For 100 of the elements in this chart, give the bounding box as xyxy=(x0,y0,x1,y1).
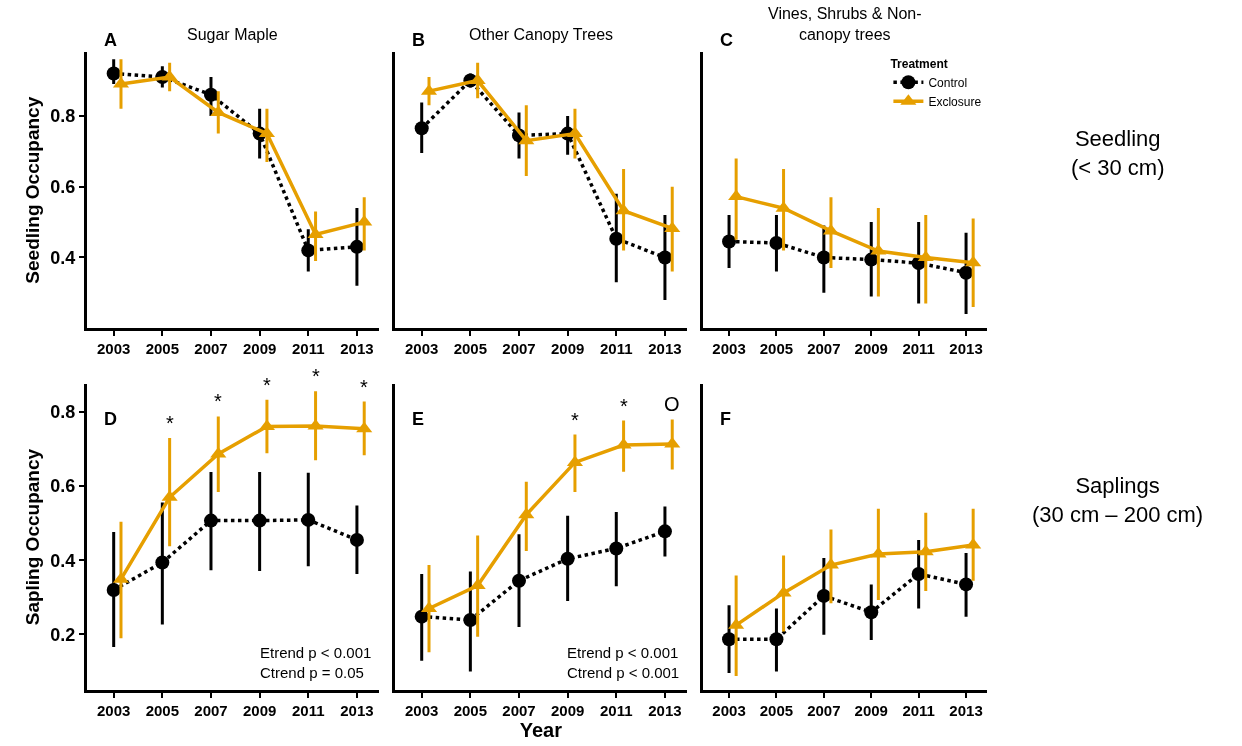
chart-title: Sugar Maple xyxy=(187,26,278,43)
point xyxy=(106,66,121,81)
point xyxy=(917,544,934,556)
x-tick-label: 2005 xyxy=(759,702,794,720)
x-tick-label: 2011 xyxy=(292,340,325,358)
y-axis-title: Seedling Occupancy xyxy=(22,96,44,284)
x-tick-label: 2013 xyxy=(340,702,374,720)
x-tick-label: 2003 xyxy=(405,340,439,358)
data-label: * xyxy=(571,409,579,431)
x-tick-label: 2013 xyxy=(949,340,983,358)
point xyxy=(210,446,227,458)
y-axis-title: Sapling Occupancy xyxy=(22,448,44,626)
x-tick-label: 2005 xyxy=(759,340,794,358)
text: C xyxy=(720,30,733,50)
point xyxy=(664,436,681,448)
x-tick-label: 2005 xyxy=(145,702,180,720)
point xyxy=(816,588,831,603)
point xyxy=(657,250,672,265)
point xyxy=(512,573,526,588)
point xyxy=(463,612,478,627)
point xyxy=(349,532,364,547)
point xyxy=(518,507,535,519)
legend-label: Exclosure xyxy=(928,95,982,109)
x-tick-label: 2009 xyxy=(550,702,585,720)
point xyxy=(775,585,792,597)
chart-title: Vines, Shrubs & Non- canopy trees xyxy=(768,5,922,43)
point xyxy=(301,512,316,527)
annotation: Etrend p < 0.001 xyxy=(260,644,372,661)
point xyxy=(965,255,982,267)
annotation: D xyxy=(104,409,117,429)
x-tick-label: 2007 xyxy=(502,702,536,720)
y-tick-label: 0.4 xyxy=(50,550,76,571)
point xyxy=(414,609,429,624)
data-label: * xyxy=(214,390,222,412)
legend-title: Treatment xyxy=(890,56,948,71)
y-tick-label: 0.8 xyxy=(50,106,76,127)
data-label: * xyxy=(620,395,628,417)
point xyxy=(615,203,632,215)
point xyxy=(722,632,737,647)
point xyxy=(560,551,575,566)
x-tick-label: 2007 xyxy=(194,340,228,358)
x-tick-label: 2011 xyxy=(902,702,935,720)
x-tick-label: 2003 xyxy=(712,702,746,720)
x-tick-label: 2007 xyxy=(807,340,841,358)
x-tick-label: 2013 xyxy=(949,702,983,720)
y-tick-label: 0.6 xyxy=(50,476,76,497)
x-tick-label: 2011 xyxy=(600,340,633,358)
point xyxy=(609,231,624,246)
point xyxy=(161,69,178,81)
point xyxy=(203,513,218,528)
data-label: * xyxy=(312,365,320,387)
text: B xyxy=(412,30,425,50)
point xyxy=(911,567,926,581)
x-axis-title: Year xyxy=(519,719,563,742)
y-tick-label: 0.6 xyxy=(50,176,76,197)
point xyxy=(203,87,218,102)
annotation: Ctrend p = 0.05 xyxy=(260,663,364,681)
x-tick-label: 2013 xyxy=(648,702,682,720)
point xyxy=(657,524,672,539)
point xyxy=(106,582,121,597)
annotation: Ctrend p < 0.001 xyxy=(567,663,680,681)
x-tick-label: 2005 xyxy=(453,702,488,720)
legend-label: Control xyxy=(928,76,968,90)
annotation: Etrend p < 0.001 xyxy=(567,644,679,661)
point xyxy=(769,235,784,250)
data-label: * xyxy=(360,376,368,398)
y-tick-label: 0.4 xyxy=(50,247,76,268)
point xyxy=(356,421,373,433)
x-tick-label: 2007 xyxy=(502,340,536,358)
x-tick-label: 2011 xyxy=(292,702,325,720)
point xyxy=(469,73,486,85)
point xyxy=(959,265,974,280)
x-tick-label: 2007 xyxy=(194,702,228,720)
y2-axis-title: Seedling (< 30 cm) xyxy=(1071,126,1165,180)
y-tick-label: 0.2 xyxy=(50,624,76,645)
data-label: * xyxy=(263,374,271,396)
x-tick-label: 2009 xyxy=(242,340,277,358)
point xyxy=(615,437,632,449)
x-tick-label: 2003 xyxy=(97,702,131,720)
point xyxy=(349,239,364,254)
x-tick-label: 2005 xyxy=(145,340,180,358)
x-tick-label: 2007 xyxy=(807,702,841,720)
point xyxy=(252,513,267,528)
text: A xyxy=(104,30,117,50)
chart-title: Other Canopy Trees xyxy=(469,26,614,43)
point xyxy=(609,541,624,556)
annotation: F xyxy=(720,409,731,429)
point xyxy=(301,243,316,258)
x-tick-label: 2003 xyxy=(97,340,131,358)
point xyxy=(769,632,784,647)
x-tick-label: 2009 xyxy=(550,340,585,358)
x-tick-label: 2011 xyxy=(600,702,633,720)
x-tick-label: 2009 xyxy=(242,702,277,720)
point xyxy=(959,577,974,592)
point xyxy=(816,250,831,265)
x-tick-label: 2003 xyxy=(712,340,746,358)
x-tick-label: 2005 xyxy=(453,340,488,358)
point xyxy=(155,555,170,570)
data-label: * xyxy=(166,412,174,434)
x-tick-label: 2003 xyxy=(405,702,439,720)
